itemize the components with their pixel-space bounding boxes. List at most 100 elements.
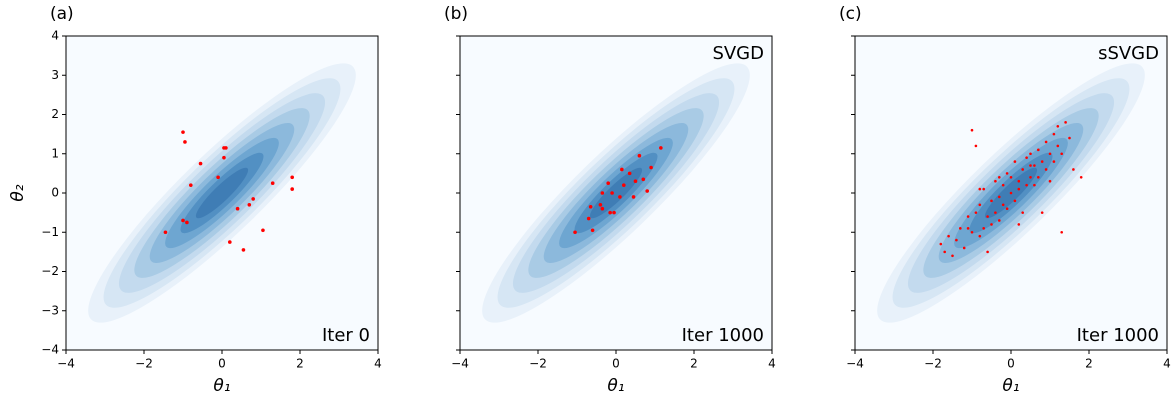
- density-contour: [589, 167, 643, 219]
- point: [1040, 160, 1044, 163]
- point: [1044, 140, 1048, 144]
- point: [163, 230, 168, 235]
- point: [600, 191, 605, 195]
- x-axis-label: θ₁: [213, 376, 230, 396]
- point: [261, 228, 265, 233]
- density-contour: [195, 167, 249, 219]
- point: [1037, 176, 1040, 179]
- x-tick-label: 2: [690, 357, 698, 371]
- point: [1072, 168, 1075, 171]
- point: [1033, 164, 1036, 167]
- point: [241, 248, 246, 252]
- point: [1021, 211, 1024, 214]
- point: [990, 223, 993, 226]
- point: [1005, 207, 1009, 210]
- point: [1013, 160, 1017, 163]
- panel: −4 −2 0 2 4 (c) θ₁ sSVGD Iter 1000: [839, 4, 1171, 396]
- point: [600, 206, 605, 211]
- point: [986, 215, 989, 218]
- y-tick-label: 1: [51, 146, 59, 160]
- point: [1017, 187, 1021, 191]
- point: [1079, 176, 1083, 179]
- point: [251, 197, 255, 201]
- point: [978, 203, 982, 207]
- point: [1044, 168, 1048, 171]
- point: [290, 175, 295, 180]
- iteration-label: Iter 1000: [682, 325, 764, 346]
- point: [181, 130, 185, 134]
- point: [631, 195, 636, 199]
- point: [608, 210, 612, 215]
- method-label: SVGD: [712, 43, 764, 64]
- point: [1056, 124, 1060, 128]
- point: [994, 211, 997, 214]
- x-tick-label: 4: [374, 357, 382, 371]
- point: [645, 189, 649, 193]
- point: [1001, 183, 1005, 187]
- point: [1037, 148, 1040, 152]
- x-tick-label: −2: [135, 357, 153, 371]
- y-tick-label: −1: [41, 225, 59, 239]
- point: [618, 195, 622, 199]
- y-tick-label: −4: [41, 343, 59, 357]
- point: [1029, 152, 1032, 156]
- y-tick-label: 2: [51, 107, 59, 121]
- point: [998, 219, 1001, 222]
- point: [198, 161, 203, 166]
- point: [659, 146, 663, 150]
- point: [612, 210, 616, 215]
- point: [637, 153, 642, 158]
- point: [978, 187, 982, 191]
- x-axis-label: θ₁: [1002, 376, 1019, 396]
- plot-frame: [65, 35, 379, 351]
- point: [189, 183, 193, 187]
- panel: −4 −2 0 2 4 (b) θ₁ SVGD Iter 1000: [444, 4, 776, 396]
- x-tick-label: −2: [529, 357, 547, 371]
- x-tick-label: 2: [1085, 357, 1093, 371]
- point: [1040, 211, 1044, 214]
- point: [955, 238, 958, 242]
- point: [947, 234, 950, 238]
- point: [573, 230, 577, 235]
- point: [1048, 152, 1052, 156]
- y-tick-label: 4: [51, 29, 59, 43]
- y-tick-label: 3: [51, 68, 59, 82]
- point: [1048, 179, 1052, 183]
- plot-frame: [854, 35, 1168, 351]
- point: [974, 144, 978, 148]
- panel-label: (b): [444, 4, 468, 24]
- point: [290, 187, 295, 191]
- point: [606, 181, 610, 185]
- point: [951, 254, 954, 258]
- point: [1009, 191, 1013, 195]
- point: [962, 246, 966, 250]
- point: [1033, 183, 1036, 187]
- x-tick-label: 4: [1163, 357, 1171, 371]
- point: [1013, 199, 1017, 203]
- x-tick-label: 2: [296, 357, 304, 371]
- x-tick-label: −4: [846, 357, 864, 371]
- point: [970, 230, 974, 234]
- iteration-label: Iter 1000: [1077, 325, 1159, 346]
- point: [181, 218, 185, 223]
- point: [183, 140, 187, 144]
- point: [1025, 156, 1028, 159]
- x-tick-label: 0: [612, 357, 620, 371]
- point: [590, 228, 595, 233]
- point: [1060, 152, 1063, 156]
- point: [1064, 121, 1067, 124]
- point: [1052, 160, 1056, 163]
- x-tick-label: −4: [451, 357, 469, 371]
- point: [610, 191, 614, 195]
- point: [216, 175, 220, 180]
- x-tick-label: 0: [218, 357, 226, 371]
- panel-label: (c): [839, 4, 862, 24]
- point: [1056, 144, 1060, 148]
- point: [1009, 176, 1013, 179]
- point: [247, 202, 252, 207]
- point: [1052, 132, 1056, 136]
- plot-frame: [459, 35, 773, 351]
- point: [224, 146, 228, 150]
- point: [939, 242, 943, 246]
